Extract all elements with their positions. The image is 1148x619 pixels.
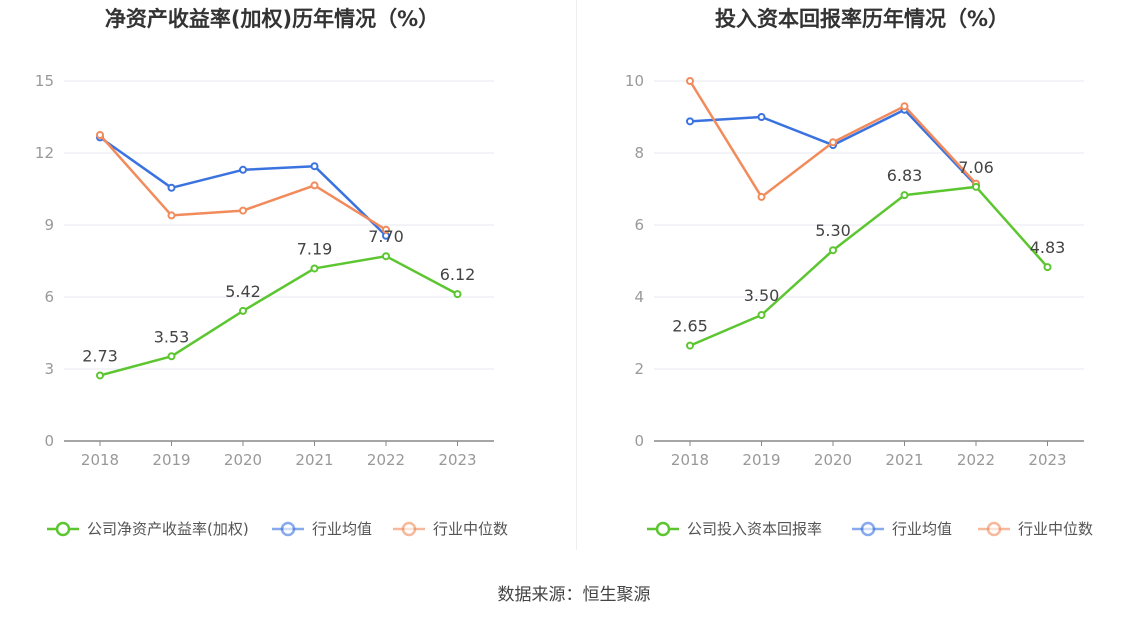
x-tick-label: 2022 xyxy=(957,451,995,469)
legend-marker xyxy=(986,521,1002,537)
legend-label: 行业均值 xyxy=(892,520,952,538)
legend-label: 行业均值 xyxy=(312,520,372,538)
data-label: 6.12 xyxy=(440,265,476,284)
data-point xyxy=(1043,263,1052,272)
data-label: 3.53 xyxy=(154,327,190,346)
data-point xyxy=(900,191,909,200)
data-label: 7.06 xyxy=(958,158,994,177)
x-tick-label: 2018 xyxy=(81,451,119,469)
roe-chart-panel: 净资产收益率(加权)历年情况（%） 0 3 6 9 12 15 2018 2019 2020 202… xyxy=(0,0,576,560)
data-label: 7.70 xyxy=(368,227,404,246)
data-point xyxy=(757,192,766,201)
data-point xyxy=(167,352,176,361)
roic-chart: 投入资本回报率历年情况（%） 0 2 4 6 8 10 2018 2019 2020 2021 202… xyxy=(625,7,1093,538)
legend-item: 公司净资产收益率(加权) xyxy=(47,520,249,538)
data-point xyxy=(453,290,462,299)
y-tick-label: 8 xyxy=(634,144,644,162)
x-tick-label: 2023 xyxy=(1028,451,1066,469)
x-tick-label: 2022 xyxy=(367,451,405,469)
legend-marker xyxy=(655,521,671,537)
chart-title: 净资产收益率(加权)历年情况（%） xyxy=(105,7,439,31)
series-line xyxy=(99,254,459,377)
data-point xyxy=(382,252,390,261)
data-point xyxy=(972,182,980,191)
series-line xyxy=(689,185,1049,347)
data-point xyxy=(686,77,694,85)
y-tick-label: 2 xyxy=(634,360,644,378)
roe-chart: 净资产收益率(加权)历年情况（%） 0 3 6 9 12 15 2018 2019 2020 202… xyxy=(35,7,508,538)
x-tick-label: 2021 xyxy=(885,451,923,469)
y-tick-label: 0 xyxy=(634,432,644,450)
data-point xyxy=(757,113,766,121)
data-label: 2.73 xyxy=(82,346,118,365)
y-tick-label: 0 xyxy=(44,432,54,450)
x-tick-label: 2019 xyxy=(152,451,190,469)
x-tick-label: 2020 xyxy=(814,451,852,469)
data-point xyxy=(757,311,766,319)
y-tick-label: 10 xyxy=(625,72,644,90)
y-tick-label: 6 xyxy=(44,288,54,306)
legend-label: 行业中位数 xyxy=(1018,520,1093,538)
x-tick-label: 2021 xyxy=(295,451,333,469)
data-label: 5.30 xyxy=(815,221,851,240)
data-point xyxy=(829,246,837,255)
panel-divider xyxy=(576,0,577,550)
legend-item: 行业均值 xyxy=(852,520,952,538)
legend-item: 行业中位数 xyxy=(978,520,1093,538)
legend-item: 行业均值 xyxy=(272,520,372,538)
y-tick-label: 3 xyxy=(44,360,54,378)
legend-label: 公司净资产收益率(加权) xyxy=(87,520,249,538)
legend-marker xyxy=(860,521,876,537)
data-label: 2.65 xyxy=(672,317,708,336)
data-point xyxy=(829,138,837,147)
data-point xyxy=(310,181,319,190)
data-source-note: 数据来源：恒生聚源 xyxy=(497,585,651,605)
data-label: 4.83 xyxy=(1030,238,1066,257)
legend-label: 行业中位数 xyxy=(433,520,508,538)
legend-item: 公司投入资本回报率 xyxy=(647,520,822,538)
data-point xyxy=(239,206,247,215)
series-line xyxy=(99,136,387,237)
data-point xyxy=(310,264,319,273)
legend-marker xyxy=(280,521,296,537)
data-label: 7.19 xyxy=(297,239,333,258)
data-point xyxy=(686,117,694,126)
data-point xyxy=(167,183,176,192)
legend-label: 公司投入资本回报率 xyxy=(687,520,822,538)
series-line xyxy=(99,134,387,231)
legend-marker xyxy=(55,521,71,537)
x-tick-label: 2020 xyxy=(224,451,262,469)
y-tick-label: 6 xyxy=(634,216,644,234)
legend-item: 行业中位数 xyxy=(393,520,508,538)
data-point xyxy=(96,131,104,139)
data-label: 3.50 xyxy=(744,286,780,305)
data-point xyxy=(239,306,247,315)
y-tick-label: 12 xyxy=(35,144,54,162)
data-point xyxy=(686,341,694,350)
data-point xyxy=(167,211,176,220)
roic-chart-panel: 投入资本回报率历年情况（%） 0 2 4 6 8 10 2018 2019 2020 2021 202… xyxy=(590,0,1148,560)
legend-marker xyxy=(401,521,417,537)
data-point xyxy=(239,165,247,174)
data-point xyxy=(96,371,104,380)
data-label: 5.42 xyxy=(225,282,261,301)
x-tick-label: 2018 xyxy=(671,451,709,469)
x-tick-label: 2023 xyxy=(438,451,476,469)
data-point xyxy=(900,102,909,111)
y-tick-label: 4 xyxy=(634,288,644,306)
data-point xyxy=(382,225,390,234)
data-point xyxy=(310,162,319,171)
y-tick-label: 9 xyxy=(44,216,54,234)
y-tick-label: 15 xyxy=(35,72,54,90)
x-tick-label: 2019 xyxy=(742,451,780,469)
data-label: 6.83 xyxy=(887,166,923,185)
chart-title: 投入资本回报率历年情况（%） xyxy=(715,7,1009,31)
